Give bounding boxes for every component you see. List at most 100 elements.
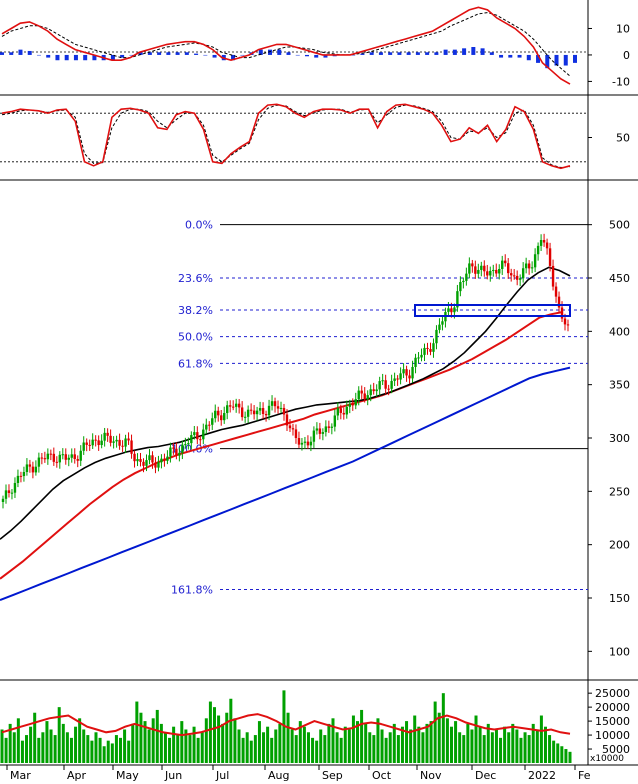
volume-bar bbox=[527, 735, 531, 763]
month-label: Fe bbox=[578, 769, 591, 782]
candle-body bbox=[399, 373, 402, 380]
volume-bar bbox=[339, 737, 343, 763]
candle-body bbox=[187, 443, 190, 445]
candle-body bbox=[423, 347, 426, 355]
macd-histogram-bar bbox=[406, 52, 411, 55]
volume-bar bbox=[548, 735, 552, 763]
candle-body bbox=[211, 418, 214, 425]
candle-body bbox=[560, 307, 564, 319]
month-label: Mar bbox=[10, 769, 31, 782]
volume-bar bbox=[523, 732, 527, 763]
volume-bar bbox=[282, 690, 286, 763]
candle-body bbox=[243, 416, 247, 418]
macd-histogram-bar bbox=[166, 52, 171, 55]
month-label: Nov bbox=[420, 769, 442, 782]
moving-average-red bbox=[0, 311, 563, 580]
candle-body bbox=[282, 407, 286, 415]
macd-histogram-bar bbox=[369, 52, 374, 55]
candle-body bbox=[154, 462, 157, 468]
candle-body bbox=[536, 245, 540, 255]
volume-bar bbox=[511, 723, 515, 763]
candle-body bbox=[13, 482, 17, 493]
candle-body bbox=[175, 448, 178, 456]
volume-bar bbox=[196, 737, 200, 763]
candle-body bbox=[43, 458, 47, 460]
macd-histogram-bar bbox=[471, 47, 476, 55]
moving-averages bbox=[0, 266, 571, 602]
candle-body bbox=[88, 444, 91, 446]
macd-histogram-bar bbox=[425, 52, 430, 55]
volume-bar bbox=[212, 707, 216, 763]
candle-body bbox=[507, 263, 510, 274]
volume-bar bbox=[147, 729, 151, 763]
candle-body bbox=[366, 395, 369, 400]
volume-bar bbox=[560, 746, 564, 763]
candle-body bbox=[205, 424, 208, 430]
candle-body bbox=[288, 425, 292, 429]
volume-bar bbox=[327, 723, 331, 763]
macd-histogram-bar bbox=[480, 48, 485, 55]
fibonacci-levels: 0.0%23.6%38.2%50.0%61.8%100.0%161.8% bbox=[171, 219, 588, 596]
macd-histogram-bar bbox=[360, 53, 365, 55]
volume-bar bbox=[69, 737, 73, 763]
volume-bar bbox=[208, 701, 212, 763]
macd-histogram-bar bbox=[304, 54, 309, 57]
resistance-box bbox=[414, 304, 571, 317]
volume-bar bbox=[441, 693, 445, 763]
candle-body bbox=[474, 266, 477, 274]
volume-bar bbox=[131, 723, 135, 763]
candle-body bbox=[139, 459, 142, 462]
candle-body bbox=[330, 426, 334, 428]
volume-bar bbox=[429, 721, 433, 763]
macd-histogram-bar bbox=[9, 52, 14, 55]
candle-body bbox=[246, 409, 250, 417]
macd-histogram-bar bbox=[129, 54, 134, 56]
macd-histogram-bar bbox=[526, 54, 531, 61]
macd-histogram-bar bbox=[110, 54, 115, 61]
volume-bar bbox=[114, 735, 118, 763]
macd-tick-label: 0 bbox=[623, 49, 630, 62]
candle-body bbox=[181, 444, 184, 453]
candle-body bbox=[495, 269, 498, 274]
candle-body bbox=[190, 435, 193, 444]
macd-histogram-bar bbox=[489, 52, 494, 55]
volume-bar bbox=[319, 729, 323, 763]
candle-body bbox=[459, 282, 462, 292]
volume-bar bbox=[535, 729, 539, 763]
price-tick-label: 450 bbox=[609, 272, 630, 285]
macd-tick-label: 10 bbox=[616, 22, 630, 35]
price-candles bbox=[1, 233, 570, 509]
candle-body bbox=[315, 428, 319, 431]
volume-bar bbox=[102, 746, 106, 763]
candle-body bbox=[31, 466, 35, 473]
candle-body bbox=[300, 442, 304, 445]
candle-body bbox=[208, 424, 211, 426]
candle-body bbox=[151, 455, 154, 463]
candle-body bbox=[258, 408, 262, 411]
volume-bar bbox=[290, 729, 294, 763]
candle-body bbox=[97, 440, 100, 446]
volume-bar bbox=[180, 721, 184, 763]
candle-body bbox=[387, 388, 390, 390]
volume-bar bbox=[20, 740, 24, 763]
volume-bar bbox=[437, 712, 441, 763]
macd-histogram-bar bbox=[277, 49, 282, 55]
volume-bar bbox=[119, 737, 123, 763]
volume-bar bbox=[413, 715, 417, 763]
volume-bar bbox=[286, 712, 290, 763]
candle-body bbox=[291, 428, 295, 430]
candle-body bbox=[160, 458, 163, 463]
volume-bar bbox=[392, 723, 396, 763]
candle-body bbox=[345, 406, 348, 415]
macd-line bbox=[1, 6, 571, 85]
volume-bar bbox=[159, 723, 163, 763]
volume-bar bbox=[270, 737, 274, 763]
volume-bar bbox=[241, 737, 245, 763]
candle-body bbox=[489, 270, 492, 276]
volume-bar bbox=[445, 718, 449, 763]
candle-body bbox=[199, 439, 202, 441]
candle-body bbox=[91, 439, 94, 446]
volume-bar bbox=[168, 737, 172, 763]
candle-body bbox=[252, 410, 256, 415]
